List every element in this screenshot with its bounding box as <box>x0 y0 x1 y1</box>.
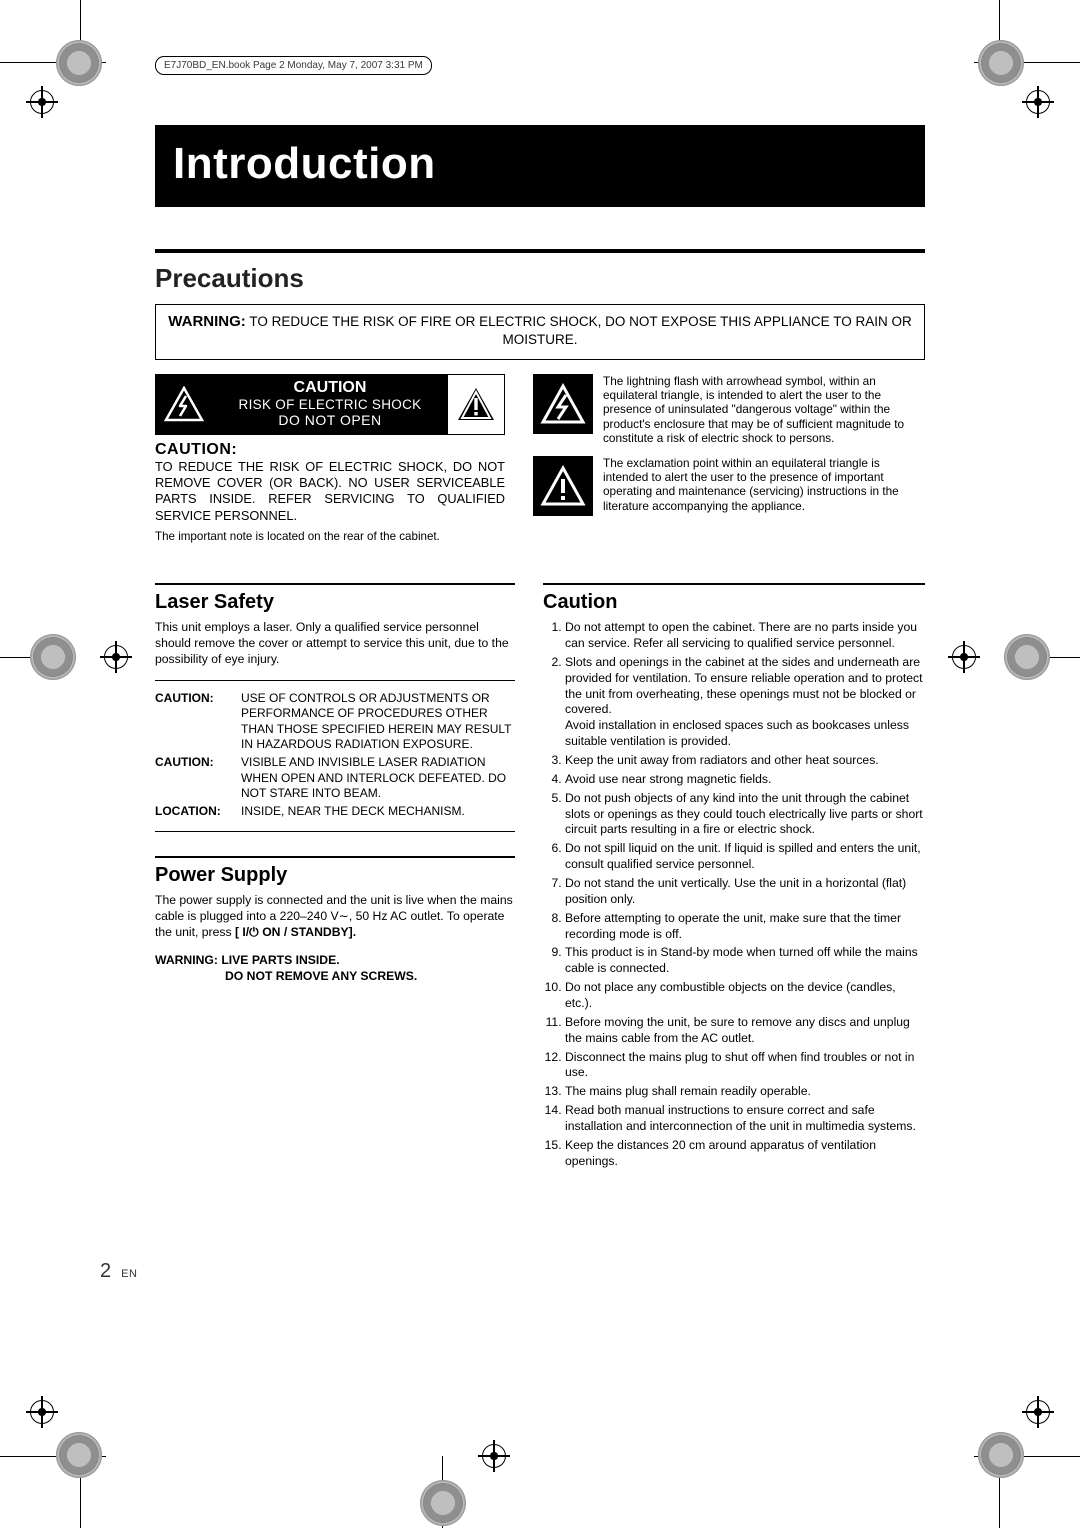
laser-intro: This unit employs a laser. Only a qualif… <box>155 620 515 668</box>
exclamation-triangle-icon <box>448 375 504 434</box>
rule <box>155 856 515 858</box>
laser-def-value: USE OF CONTROLS OR ADJUSTMENTS OR PERFOR… <box>241 691 515 753</box>
reg-ring-icon <box>1004 634 1050 680</box>
print-trim-header: E7J70BD_EN.book Page 2 Monday, May 7, 20… <box>155 56 432 75</box>
reg-target-icon <box>104 645 128 669</box>
caution-list: Do not attempt to open the cabinet. Ther… <box>543 620 925 1170</box>
sub-caution-body: TO REDUCE THE RISK OF ELECTRIC SHOCK, DO… <box>155 459 505 525</box>
caution-list-item: Do not spill liquid on the unit. If liqu… <box>565 841 925 873</box>
caution-panel: CAUTION RISK OF ELECTRIC SHOCK DO NOT OP… <box>155 374 505 435</box>
laser-def-value: INSIDE, NEAR THE DECK MECHANISM. <box>241 804 515 820</box>
laser-def-value: VISIBLE AND INVISIBLE LASER RADIATION WH… <box>241 755 515 802</box>
rule-thin <box>155 831 515 832</box>
sub-caution-title: CAUTION: <box>155 441 505 459</box>
symbol-excl-text: The exclamation point within an equilate… <box>603 456 925 514</box>
caution-list-item: Slots and openings in the cabinet at the… <box>565 655 925 750</box>
symbol-row-excl: The exclamation point within an equilate… <box>533 456 925 516</box>
warning-text: TO REDUCE THE RISK OF FIRE OR ELECTRIC S… <box>249 314 911 347</box>
right-lower-col: Caution Do not attempt to open the cabin… <box>543 583 925 1173</box>
caution-panel-line3: DO NOT OPEN <box>214 412 446 428</box>
caution-list-item: Keep the distances 20 cm around apparatu… <box>565 1138 925 1170</box>
reg-target-icon <box>1026 1400 1050 1424</box>
rule <box>155 249 925 253</box>
precautions-row: CAUTION RISK OF ELECTRIC SHOCK DO NOT OP… <box>155 374 925 544</box>
caution-list-item: Do not place any combustible objects on … <box>565 980 925 1012</box>
precautions-left-col: CAUTION RISK OF ELECTRIC SHOCK DO NOT OP… <box>155 374 505 544</box>
reg-target-icon <box>482 1444 506 1468</box>
laser-def-key: CAUTION: <box>155 691 241 753</box>
reg-ring-icon <box>420 1480 466 1526</box>
precautions-right-col: The lightning flash with arrowhead symbo… <box>533 374 925 544</box>
caution-list-item: Do not stand the unit vertically. Use th… <box>565 876 925 908</box>
reg-target-icon <box>1026 90 1050 114</box>
power-standby-label: [ I/⏻ ON / STANDBY]. <box>235 925 356 939</box>
reg-target-icon <box>30 1400 54 1424</box>
caution-list-item: Do not push objects of any kind into the… <box>565 791 925 839</box>
laser-def-key: CAUTION: <box>155 755 241 802</box>
small-note: The important note is located on the rea… <box>155 530 505 543</box>
rule-thin <box>155 680 515 681</box>
laser-def-row: LOCATION:INSIDE, NEAR THE DECK MECHANISM… <box>155 804 515 820</box>
reg-ring-icon <box>56 1432 102 1478</box>
caution-panel-line2: RISK OF ELECTRIC SHOCK <box>214 397 446 412</box>
caution-list-item: Before moving the unit, be sure to remov… <box>565 1015 925 1047</box>
lower-columns: Laser Safety This unit employs a laser. … <box>155 583 925 1173</box>
reg-ring-icon <box>978 1432 1024 1478</box>
laser-definition-list: CAUTION:USE OF CONTROLS OR ADJUSTMENTS O… <box>155 691 515 820</box>
symbol-row-bolt: The lightning flash with arrowhead symbo… <box>533 374 925 446</box>
chapter-title: Introduction <box>155 125 925 207</box>
caution-list-item: Avoid use near strong magnetic fields. <box>565 772 925 788</box>
section-title-precautions: Precautions <box>155 263 925 294</box>
page-footer: 2 EN <box>100 1260 137 1283</box>
reg-ring-icon <box>30 634 76 680</box>
caution-list-item: Read both manual instructions to ensure … <box>565 1103 925 1135</box>
left-lower-col: Laser Safety This unit employs a laser. … <box>155 583 515 1173</box>
caution-list-item: This product is in Stand-by mode when tu… <box>565 945 925 977</box>
power-supply-title: Power Supply <box>155 864 515 887</box>
laser-safety-title: Laser Safety <box>155 591 515 614</box>
symbol-bolt-text: The lightning flash with arrowhead symbo… <box>603 374 925 446</box>
caution-list-item: Disconnect the mains plug to shut off wh… <box>565 1050 925 1082</box>
rule <box>155 583 515 585</box>
page-number: 2 <box>100 1260 111 1283</box>
reg-target-icon <box>30 90 54 114</box>
exclamation-triangle-badge-icon <box>533 456 593 516</box>
warning-label: WARNING: <box>168 313 246 330</box>
power-warn-2: DO NOT REMOVE ANY SCREWS. <box>155 969 515 985</box>
bolt-triangle-badge-icon <box>533 374 593 434</box>
caution-title: Caution <box>543 591 925 614</box>
power-body: The power supply is connected and the un… <box>155 893 515 941</box>
caution-panel-line1: CAUTION <box>214 379 446 397</box>
caution-list-item: Keep the unit away from radiators and ot… <box>565 753 925 769</box>
reg-ring-icon <box>56 40 102 86</box>
warning-box: WARNING: TO REDUCE THE RISK OF FIRE OR E… <box>155 304 925 360</box>
laser-def-row: CAUTION:USE OF CONTROLS OR ADJUSTMENTS O… <box>155 691 515 753</box>
laser-def-row: CAUTION:VISIBLE AND INVISIBLE LASER RADI… <box>155 755 515 802</box>
caution-list-item: Do not attempt to open the cabinet. Ther… <box>565 620 925 652</box>
reg-target-icon <box>952 645 976 669</box>
laser-def-key: LOCATION: <box>155 804 241 820</box>
bolt-triangle-icon <box>156 375 212 434</box>
page-language: EN <box>121 1268 137 1280</box>
reg-ring-icon <box>978 40 1024 86</box>
page-content: E7J70BD_EN.book Page 2 Monday, May 7, 20… <box>155 55 925 1173</box>
rule <box>543 583 925 585</box>
caution-list-item: Before attempting to operate the unit, m… <box>565 911 925 943</box>
power-warn-1: WARNING: LIVE PARTS INSIDE. <box>155 953 515 969</box>
caution-list-item: The mains plug shall remain readily oper… <box>565 1084 925 1100</box>
